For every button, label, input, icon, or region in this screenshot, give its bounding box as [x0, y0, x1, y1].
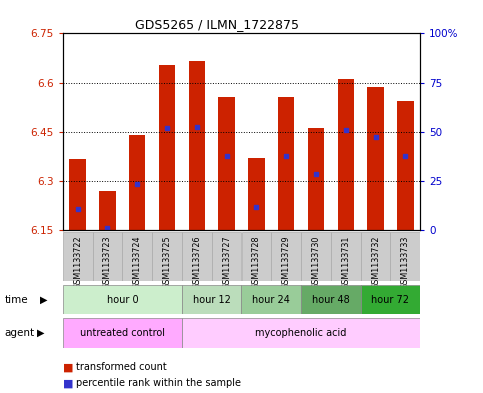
Text: untreated control: untreated control — [80, 328, 165, 338]
Bar — [212, 232, 242, 281]
Text: GSM1133733: GSM1133733 — [401, 236, 410, 289]
Text: percentile rank within the sample: percentile rank within the sample — [76, 378, 242, 388]
Bar — [301, 232, 331, 281]
Text: GSM1133731: GSM1133731 — [341, 236, 350, 289]
Text: hour 24: hour 24 — [252, 295, 290, 305]
Bar — [159, 64, 175, 230]
Bar — [361, 285, 420, 314]
Text: GDS5265 / ILMN_1722875: GDS5265 / ILMN_1722875 — [135, 18, 299, 31]
Text: GSM1133725: GSM1133725 — [163, 236, 171, 289]
Bar — [63, 285, 182, 314]
Bar — [152, 232, 182, 281]
Bar — [278, 97, 294, 230]
Text: mycophenolic acid: mycophenolic acid — [256, 328, 347, 338]
Bar — [242, 285, 301, 314]
Bar — [248, 158, 265, 230]
Bar — [218, 97, 235, 230]
Bar — [122, 232, 152, 281]
Bar — [129, 135, 145, 230]
Bar — [242, 232, 271, 281]
Text: ■: ■ — [63, 362, 73, 373]
Text: hour 48: hour 48 — [312, 295, 350, 305]
Bar — [271, 232, 301, 281]
Text: hour 0: hour 0 — [107, 295, 138, 305]
Text: GSM1133732: GSM1133732 — [371, 236, 380, 289]
Bar — [331, 232, 361, 281]
Text: hour 72: hour 72 — [371, 295, 410, 305]
Text: GSM1133726: GSM1133726 — [192, 236, 201, 289]
Text: GSM1133724: GSM1133724 — [133, 236, 142, 289]
Text: time: time — [5, 295, 28, 305]
Bar — [93, 232, 122, 281]
Bar — [338, 79, 354, 230]
Bar — [189, 61, 205, 230]
Bar — [397, 101, 413, 230]
Bar — [63, 232, 93, 281]
Text: hour 12: hour 12 — [193, 295, 231, 305]
Bar — [70, 160, 86, 230]
Text: GSM1133722: GSM1133722 — [73, 236, 82, 289]
Bar — [182, 232, 212, 281]
Bar — [182, 285, 242, 314]
Text: agent: agent — [5, 328, 35, 338]
Bar — [63, 318, 182, 348]
Bar — [308, 129, 324, 230]
Bar — [390, 232, 420, 281]
Text: GSM1133730: GSM1133730 — [312, 236, 320, 289]
Text: GSM1133728: GSM1133728 — [252, 236, 261, 289]
Bar — [99, 191, 115, 230]
Text: GSM1133729: GSM1133729 — [282, 236, 291, 289]
Bar — [368, 88, 384, 230]
Bar — [182, 318, 420, 348]
Text: ▶: ▶ — [40, 295, 47, 305]
Text: GSM1133727: GSM1133727 — [222, 236, 231, 289]
Text: GSM1133723: GSM1133723 — [103, 236, 112, 289]
Text: ■: ■ — [63, 378, 73, 388]
Bar — [301, 285, 361, 314]
Text: transformed count: transformed count — [76, 362, 167, 373]
Bar — [361, 232, 390, 281]
Text: ▶: ▶ — [37, 328, 44, 338]
